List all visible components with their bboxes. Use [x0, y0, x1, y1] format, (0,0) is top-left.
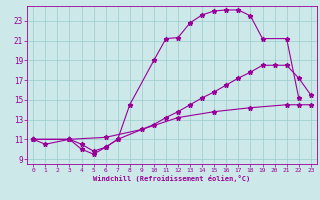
X-axis label: Windchill (Refroidissement éolien,°C): Windchill (Refroidissement éolien,°C) [93, 175, 251, 182]
